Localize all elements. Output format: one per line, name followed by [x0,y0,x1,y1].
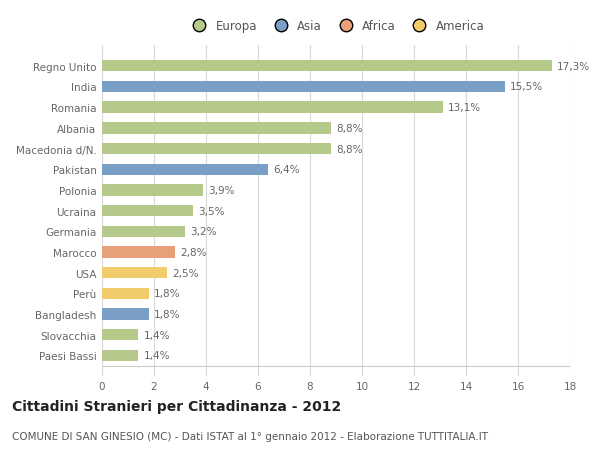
Bar [102,61,552,72]
Bar [102,309,149,320]
Text: 13,1%: 13,1% [448,103,481,113]
Text: 1,8%: 1,8% [154,309,181,319]
Bar [102,247,175,258]
Text: 15,5%: 15,5% [510,82,544,92]
Text: 17,3%: 17,3% [557,62,590,72]
Bar [102,226,185,237]
Bar [102,82,505,93]
Bar [102,330,139,341]
Text: Cittadini Stranieri per Cittadinanza - 2012: Cittadini Stranieri per Cittadinanza - 2… [12,399,341,413]
Text: 8,8%: 8,8% [336,123,362,134]
Bar [102,288,149,299]
Text: 3,2%: 3,2% [190,227,217,237]
Bar [102,206,193,217]
Bar [102,102,443,113]
Bar [102,123,331,134]
Bar [102,185,203,196]
Text: 2,8%: 2,8% [180,247,206,257]
Bar [102,164,268,175]
Text: 2,5%: 2,5% [172,268,199,278]
Text: 6,4%: 6,4% [274,165,300,175]
Text: COMUNE DI SAN GINESIO (MC) - Dati ISTAT al 1° gennaio 2012 - Elaborazione TUTTIT: COMUNE DI SAN GINESIO (MC) - Dati ISTAT … [12,431,488,442]
Text: 3,9%: 3,9% [209,185,235,196]
Bar [102,268,167,279]
Text: 1,4%: 1,4% [143,330,170,340]
Legend: Europa, Asia, Africa, America: Europa, Asia, Africa, America [187,21,485,34]
Bar [102,350,139,361]
Bar [102,144,331,155]
Text: 1,4%: 1,4% [143,351,170,361]
Text: 1,8%: 1,8% [154,289,181,299]
Text: 3,5%: 3,5% [198,206,225,216]
Text: 8,8%: 8,8% [336,144,362,154]
